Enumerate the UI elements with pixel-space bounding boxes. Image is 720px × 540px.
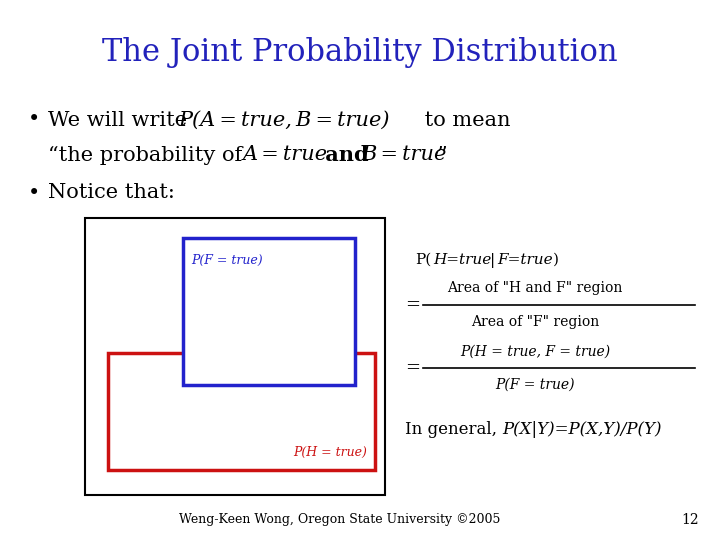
Text: •: • (28, 184, 40, 202)
Text: =: = (405, 296, 420, 314)
Text: Area of "F" region: Area of "F" region (471, 315, 599, 329)
Text: •: • (28, 111, 40, 130)
Text: The Joint Probability Distribution: The Joint Probability Distribution (102, 37, 618, 68)
Text: P(: P( (415, 253, 431, 267)
Text: to mean: to mean (418, 111, 510, 130)
Text: Area of "H and F" region: Area of "H and F" region (447, 281, 623, 295)
Text: We will write: We will write (48, 111, 194, 130)
Text: Notice that:: Notice that: (48, 184, 175, 202)
Text: P(H = true): P(H = true) (293, 446, 367, 458)
Bar (108, 353, 375, 470)
Text: |: | (490, 253, 495, 267)
Text: =: = (405, 359, 420, 377)
Text: P(A = true, B = true): P(A = true, B = true) (178, 111, 390, 130)
Text: A = true: A = true (243, 145, 328, 165)
Text: F=true: F=true (497, 253, 553, 267)
Text: 12: 12 (681, 513, 699, 527)
Text: P(H = true, F = true): P(H = true, F = true) (460, 345, 610, 359)
Text: ): ) (553, 253, 559, 267)
Bar (183, 238, 355, 385)
Text: and: and (318, 145, 376, 165)
Text: ”: ” (436, 145, 446, 165)
Bar (85, 218, 385, 495)
Text: P(F = true): P(F = true) (191, 253, 263, 267)
Text: “the probability of: “the probability of (48, 145, 249, 165)
Text: Weng-Keen Wong, Oregon State University ©2005: Weng-Keen Wong, Oregon State University … (179, 514, 500, 526)
Text: B = true: B = true (361, 145, 446, 165)
Text: P(F = true): P(F = true) (495, 378, 575, 392)
Text: H=true: H=true (433, 253, 491, 267)
Text: P(X|Y)=P(X,Y)/P(Y): P(X|Y)=P(X,Y)/P(Y) (502, 422, 662, 438)
Text: In general,: In general, (405, 422, 503, 438)
